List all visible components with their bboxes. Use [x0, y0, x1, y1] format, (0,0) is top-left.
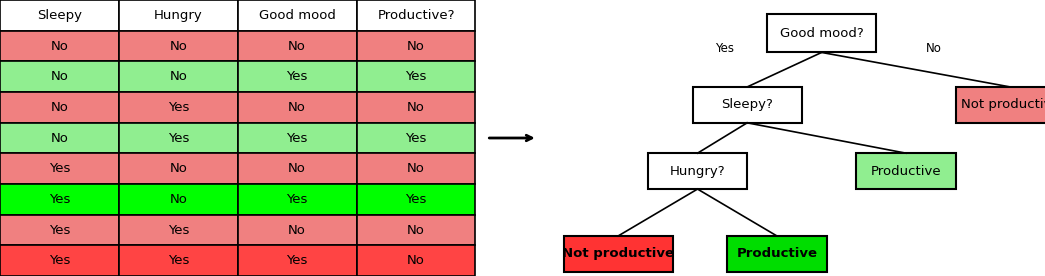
Text: No: No — [50, 70, 68, 83]
Text: Hungry?: Hungry? — [670, 164, 725, 178]
Bar — [238, 123, 356, 153]
Text: No: No — [408, 101, 425, 114]
Text: Yes: Yes — [49, 224, 70, 237]
Bar — [356, 31, 475, 61]
Bar — [119, 153, 238, 184]
Bar — [0, 245, 119, 276]
Bar — [238, 184, 356, 215]
Text: No: No — [408, 39, 425, 52]
Bar — [119, 245, 238, 276]
Text: No: No — [408, 224, 425, 237]
Text: No: No — [50, 39, 68, 52]
Bar — [119, 184, 238, 215]
Text: No: No — [288, 101, 306, 114]
Bar — [238, 31, 356, 61]
Text: Yes: Yes — [286, 70, 308, 83]
Bar — [356, 61, 475, 92]
Bar — [119, 0, 238, 31]
Text: Yes: Yes — [286, 254, 308, 267]
Bar — [857, 153, 956, 189]
Bar — [238, 153, 356, 184]
Bar — [119, 31, 238, 61]
Text: Hungry: Hungry — [154, 9, 203, 22]
Bar — [956, 87, 1045, 123]
Bar — [119, 92, 238, 123]
Bar — [356, 184, 475, 215]
Text: Yes: Yes — [49, 193, 70, 206]
Bar — [238, 0, 356, 31]
Text: Yes: Yes — [49, 254, 70, 267]
Bar — [238, 245, 356, 276]
Bar — [0, 153, 119, 184]
Text: Sleepy?: Sleepy? — [721, 98, 773, 112]
Bar — [0, 92, 119, 123]
Bar — [767, 14, 876, 52]
Bar — [356, 245, 475, 276]
Text: No: No — [50, 101, 68, 114]
Bar — [356, 123, 475, 153]
Bar — [356, 0, 475, 31]
Text: Yes: Yes — [167, 254, 189, 267]
Text: No: No — [288, 162, 306, 175]
Bar — [119, 61, 238, 92]
Bar — [238, 92, 356, 123]
Text: No: No — [408, 254, 425, 267]
Text: Good mood: Good mood — [259, 9, 335, 22]
Bar — [0, 123, 119, 153]
Text: Good mood?: Good mood? — [780, 26, 863, 40]
Text: Yes: Yes — [405, 193, 426, 206]
Bar — [356, 153, 475, 184]
Text: No: No — [169, 39, 187, 52]
Text: Productive: Productive — [737, 247, 817, 261]
Bar — [0, 31, 119, 61]
Text: No: No — [288, 39, 306, 52]
Bar — [0, 0, 119, 31]
Text: Yes: Yes — [405, 70, 426, 83]
Bar — [356, 215, 475, 245]
Bar — [119, 215, 238, 245]
Bar — [119, 123, 238, 153]
Bar — [0, 184, 119, 215]
Text: Not productive: Not productive — [961, 98, 1045, 112]
Text: No: No — [169, 70, 187, 83]
Bar — [693, 87, 802, 123]
Text: Productive: Productive — [870, 164, 942, 178]
Bar — [563, 236, 673, 272]
Text: Yes: Yes — [167, 131, 189, 145]
Bar — [0, 215, 119, 245]
Bar — [356, 92, 475, 123]
Bar — [648, 153, 747, 189]
Text: Yes: Yes — [286, 131, 308, 145]
Text: Productive?: Productive? — [377, 9, 455, 22]
Text: Yes: Yes — [286, 193, 308, 206]
Text: No: No — [169, 193, 187, 206]
Text: Yes: Yes — [167, 101, 189, 114]
Text: Yes: Yes — [167, 224, 189, 237]
Text: Yes: Yes — [49, 162, 70, 175]
Bar — [0, 61, 119, 92]
Text: No: No — [288, 224, 306, 237]
Text: No: No — [408, 162, 425, 175]
Text: Not productive: Not productive — [562, 247, 674, 261]
Bar — [238, 61, 356, 92]
Text: Sleepy: Sleepy — [37, 9, 82, 22]
Text: Yes: Yes — [716, 42, 735, 55]
Text: No: No — [50, 131, 68, 145]
Bar — [727, 236, 827, 272]
Text: Yes: Yes — [405, 131, 426, 145]
Text: No: No — [926, 42, 942, 55]
Bar — [238, 215, 356, 245]
Text: No: No — [169, 162, 187, 175]
